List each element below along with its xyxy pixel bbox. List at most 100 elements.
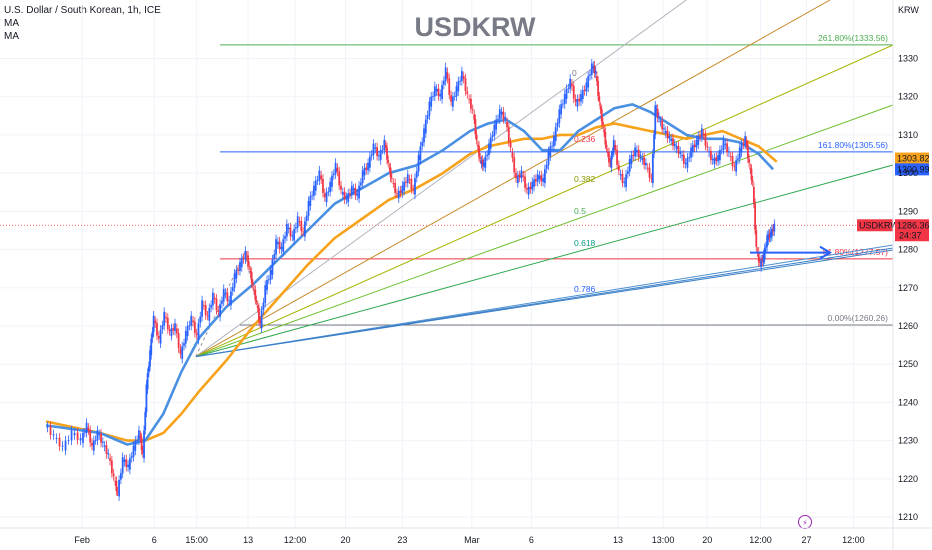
candle-body — [646, 167, 649, 169]
candle-body — [143, 430, 145, 459]
candle-body — [664, 130, 667, 134]
candle-body — [587, 76, 590, 88]
candle-body — [280, 246, 283, 250]
y-tick-label: 1260 — [898, 321, 918, 331]
candle-body — [175, 328, 178, 334]
candle-body — [446, 72, 449, 79]
candle-body — [500, 111, 503, 115]
candle-body — [230, 291, 232, 306]
candle-body — [766, 235, 769, 247]
candle-body — [278, 241, 281, 249]
price-series — [45, 58, 778, 502]
candle-body — [291, 235, 294, 237]
candle-body — [349, 193, 351, 195]
candle-body — [197, 323, 200, 340]
candle-body — [426, 115, 429, 120]
arrow-head — [819, 245, 832, 260]
candle-body — [285, 223, 288, 237]
candle-body — [628, 159, 631, 172]
candle-body — [473, 114, 476, 120]
candle-body — [482, 162, 485, 167]
candle-body — [211, 292, 214, 306]
candle-body — [118, 480, 120, 497]
ma-blue-line — [45, 103, 775, 446]
candle-body — [199, 316, 202, 323]
candle-body — [702, 133, 705, 135]
indicator-ma-1[interactable]: MA — [4, 18, 19, 29]
candle-body — [691, 144, 694, 153]
candle-body — [740, 143, 743, 153]
candle-body — [433, 86, 436, 97]
candle-body — [116, 491, 119, 493]
candle-body — [149, 350, 151, 367]
candle-body — [695, 139, 698, 148]
candle-body — [516, 175, 519, 184]
candle-body — [340, 185, 342, 190]
candle-body — [423, 128, 425, 143]
candle-body — [159, 329, 162, 344]
candle-body — [201, 300, 203, 317]
candle-body — [345, 197, 348, 200]
candle-body — [140, 437, 143, 451]
candle-body — [289, 227, 292, 237]
candle-body — [55, 437, 58, 440]
y-tick-label: 1250 — [898, 359, 918, 369]
candle-body — [258, 307, 260, 321]
candle-body — [762, 254, 765, 263]
candle-body — [320, 175, 323, 180]
candle-body — [623, 181, 626, 184]
candle-body — [432, 96, 434, 97]
candle-body — [726, 143, 729, 153]
candle-body — [488, 143, 490, 156]
candle-body — [767, 234, 770, 241]
candle-body — [284, 236, 286, 239]
candle-body — [147, 366, 150, 373]
candle-body — [580, 94, 582, 102]
candle-body — [549, 146, 552, 157]
candle-body — [316, 180, 319, 181]
candle-body — [657, 116, 660, 119]
candle-body — [384, 144, 387, 148]
candle-body — [394, 182, 397, 193]
candle-body — [293, 229, 295, 241]
candle-body — [381, 149, 384, 151]
candle-body — [370, 154, 373, 157]
candle-body — [210, 304, 212, 308]
candle-body — [506, 121, 508, 128]
candle-body — [571, 83, 573, 87]
candle-body — [412, 189, 415, 191]
x-tick-label: Mar — [464, 535, 480, 545]
y-tick-label: 1310 — [898, 130, 918, 140]
candle-body — [522, 175, 525, 177]
candle-body — [129, 458, 131, 470]
candle-body — [773, 223, 776, 232]
event-flash-glyph: ⚡ — [802, 519, 808, 528]
candle-body — [132, 445, 135, 457]
chart-title: USDKRW — [415, 12, 537, 42]
candle-body — [706, 146, 709, 148]
candle-body — [729, 156, 732, 158]
candle-body — [356, 193, 359, 196]
candle-body — [181, 346, 184, 359]
candle-body — [363, 167, 366, 176]
candle-body — [177, 333, 180, 349]
candle-body — [462, 76, 465, 79]
candle-body — [172, 328, 175, 331]
x-tick-label: 12:00 — [749, 535, 772, 545]
x-tick-label: 6 — [152, 535, 157, 545]
candle-body — [82, 432, 84, 443]
candle-body — [603, 129, 606, 133]
fan-ray — [195, 104, 894, 358]
candle-body — [267, 279, 270, 281]
candle-body — [525, 188, 528, 190]
candle-body — [428, 101, 431, 116]
candle-body — [334, 162, 337, 175]
candle-body — [489, 137, 492, 149]
indicator-ma-2[interactable]: MA — [4, 31, 19, 42]
candle-body — [244, 250, 247, 260]
candle-body — [304, 221, 306, 237]
price-badge-label: 1303.82 — [897, 154, 930, 164]
candle-body — [497, 119, 499, 120]
